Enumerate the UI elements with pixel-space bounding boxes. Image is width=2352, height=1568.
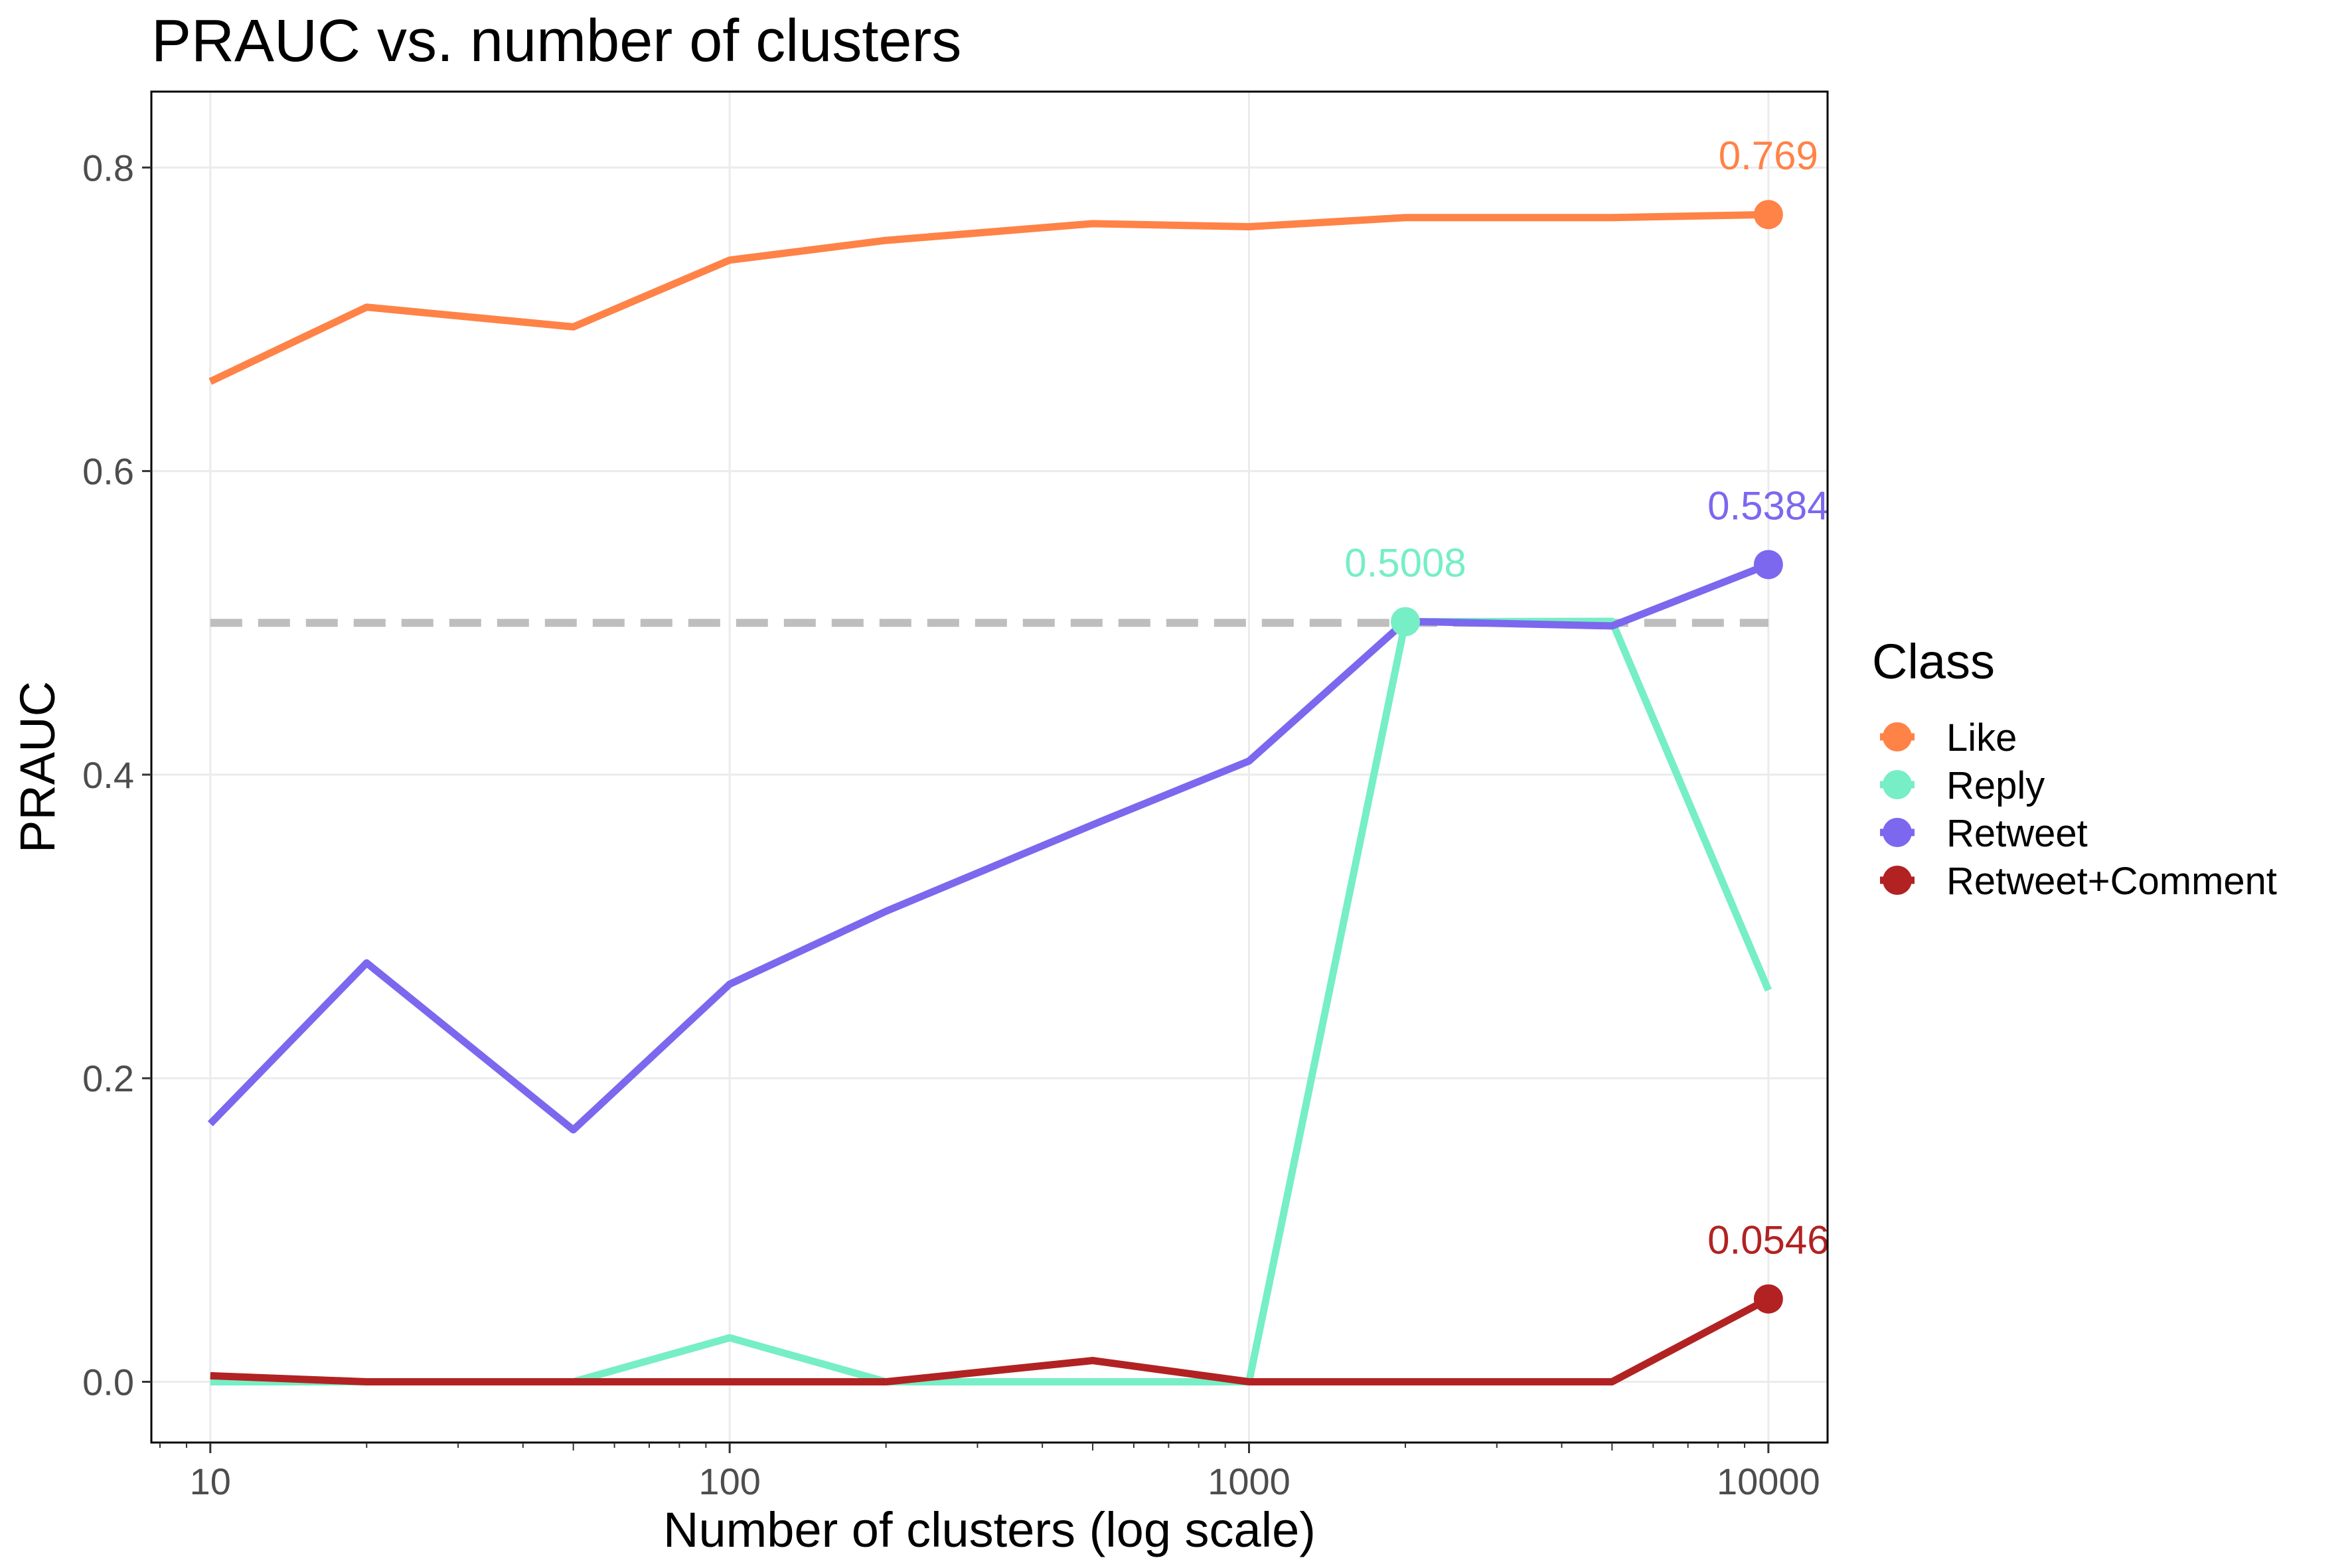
legend-label: Retweet — [1946, 812, 2088, 855]
highlight-point-like — [1753, 200, 1783, 230]
data-label: 0.769 — [1719, 133, 1818, 178]
y-tick-label: 0.8 — [82, 147, 134, 189]
legend-label: Like — [1946, 716, 2017, 759]
legend-key-point-reply — [1883, 770, 1912, 799]
series-line-reply — [210, 617, 1772, 1385]
y-axis-title: PRAUC — [10, 681, 65, 853]
data-label: 0.5008 — [1344, 540, 1466, 585]
series-line-retweet — [207, 561, 1770, 1134]
series-lines — [207, 210, 1772, 1385]
highlight-points — [1391, 200, 1783, 1314]
y-tick-label: 0.0 — [82, 1362, 134, 1403]
series-line-retweet-comment — [210, 1295, 1770, 1385]
data-label: 0.0546 — [1707, 1218, 1830, 1263]
legend-key-point-retweet-comment — [1883, 866, 1912, 895]
axes: 0.0 0.2 0.4 0.6 0.8 10 100 1000 10000 — [82, 147, 1820, 1502]
y-tick-label: 0.6 — [82, 451, 134, 493]
y-tick-label: 0.4 — [82, 754, 134, 796]
data-labels: 0.769 0.5008 0.5384 0.0546 — [1344, 133, 1829, 1262]
series-line-like — [208, 210, 1769, 385]
legend-label: Reply — [1946, 764, 2045, 807]
legend-label: Retweet+Comment — [1946, 860, 2277, 903]
grid — [151, 92, 1828, 1443]
legend: Class Like Reply Retweet Retweet+Comment — [1872, 634, 2277, 903]
y-tick-label: 0.2 — [82, 1058, 134, 1099]
x-tick-label: 10 — [190, 1460, 231, 1502]
legend-key-point-like — [1883, 722, 1912, 751]
legend-title: Class — [1872, 634, 1995, 689]
highlight-point-retweet — [1753, 550, 1783, 580]
x-tick-label: 10000 — [1717, 1460, 1820, 1502]
legend-key-point-retweet — [1883, 818, 1912, 847]
data-label: 0.5384 — [1707, 483, 1830, 528]
highlight-point-retweet-comment — [1753, 1284, 1783, 1314]
highlight-point-reply — [1391, 607, 1421, 637]
x-tick-label: 100 — [698, 1460, 760, 1502]
plot-panel-border — [150, 90, 1829, 1444]
chart-title: PRAUC vs. number of clusters — [151, 8, 961, 74]
x-tick-label: 1000 — [1208, 1460, 1291, 1502]
x-axis-title: Number of clusters (log scale) — [663, 1502, 1316, 1557]
